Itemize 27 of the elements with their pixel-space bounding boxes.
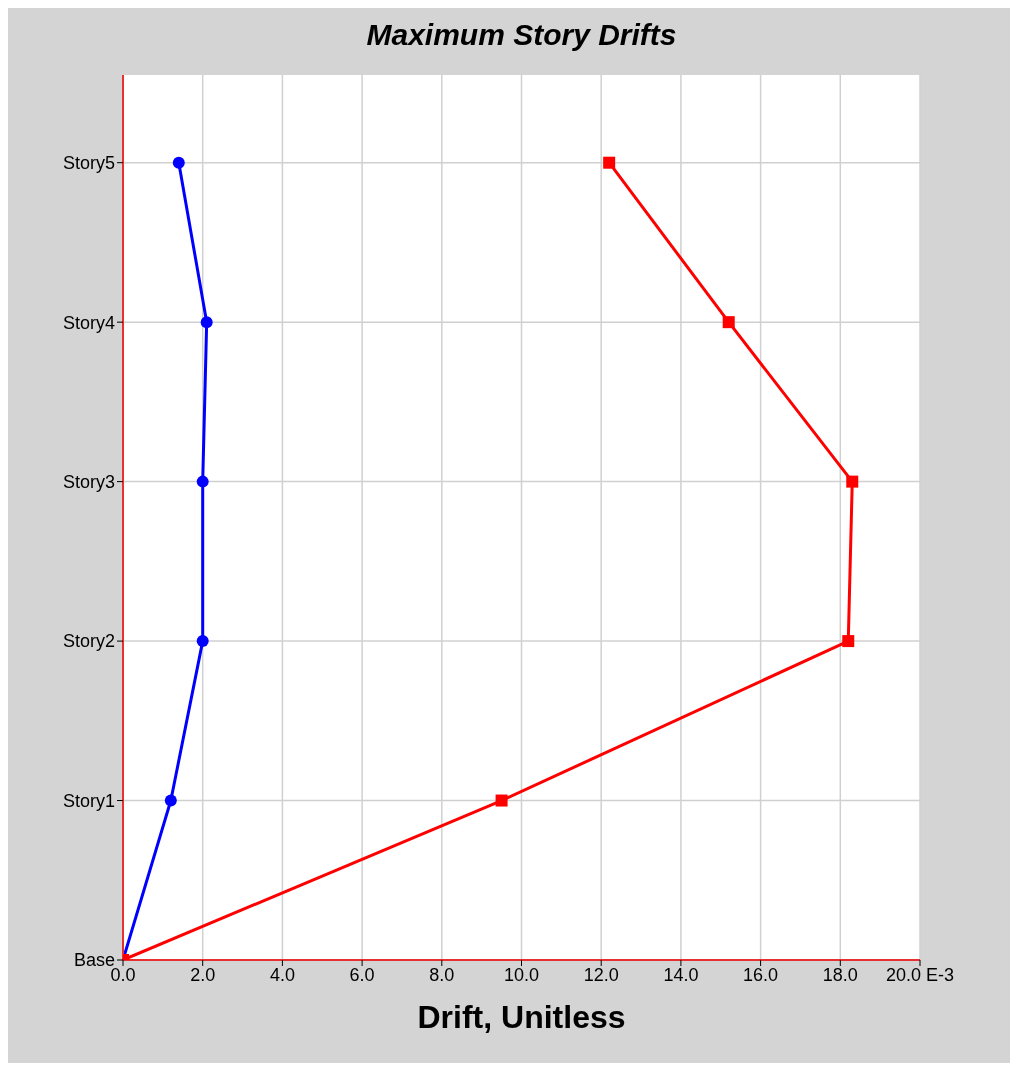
x-tick-label: 20.0 E-3	[885, 964, 955, 985]
y-tick-label: Story2	[62, 631, 115, 652]
point	[495, 794, 508, 807]
point	[196, 475, 209, 488]
y-tick-label: Story1	[62, 790, 115, 811]
point	[846, 475, 859, 488]
point	[200, 316, 213, 329]
y-tick-label: Story4	[62, 312, 115, 333]
x-tick-label: 18.0	[822, 964, 858, 985]
x-tick-label: 6.0	[349, 964, 375, 985]
x-tick-label: 12.0	[583, 964, 619, 985]
point	[722, 316, 735, 329]
y-tick-label: Story3	[62, 472, 115, 493]
x-tick-label: 10.0	[503, 964, 540, 985]
point	[196, 635, 209, 648]
point	[842, 635, 855, 648]
x-tick-label: 2.0	[190, 964, 216, 985]
point	[164, 794, 177, 807]
point	[172, 156, 185, 169]
x-tick-label: 14.0	[663, 964, 699, 985]
point	[603, 156, 616, 169]
chart-title: Maximum Story Drifts	[365, 18, 678, 52]
x-tick-label: 4.0	[269, 964, 295, 985]
x-tick-label: 8.0	[429, 964, 455, 985]
x-axis-title: Drift, Unitless	[417, 999, 626, 1035]
x-tick-label: 16.0	[743, 964, 779, 985]
y-tick-label: Story5	[62, 153, 115, 174]
